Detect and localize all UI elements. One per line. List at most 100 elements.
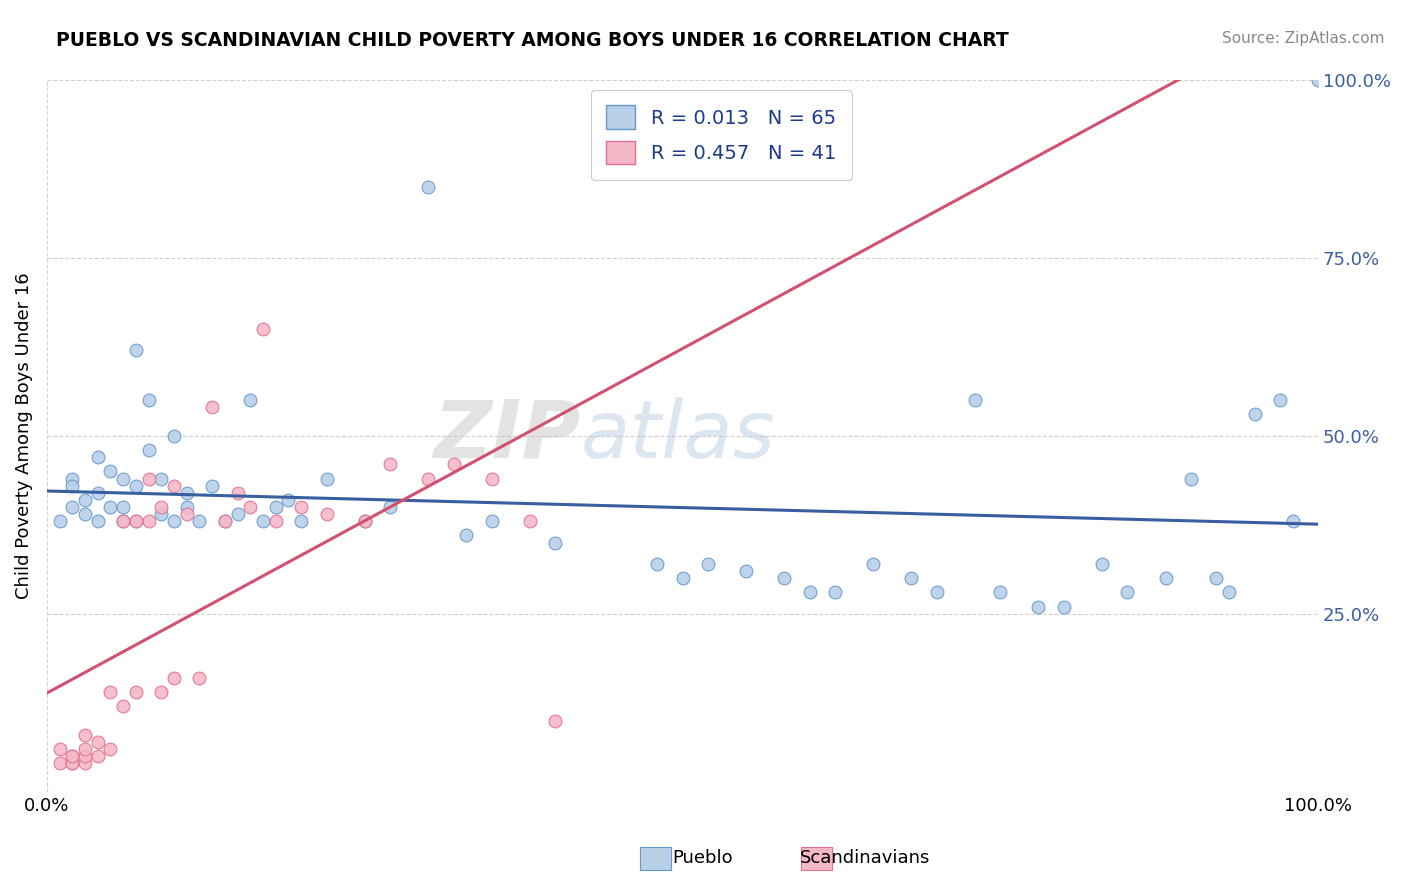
Point xyxy=(645,557,668,571)
Text: PUEBLO VS SCANDINAVIAN CHILD POVERTY AMONG BOYS UNDER 16 CORRELATION CHART: PUEBLO VS SCANDINAVIAN CHILD POVERTY AMO… xyxy=(56,31,1010,50)
Point xyxy=(150,500,173,514)
Point xyxy=(1268,393,1291,408)
Point xyxy=(226,507,249,521)
Point xyxy=(138,443,160,458)
Point xyxy=(1091,557,1114,571)
Point xyxy=(925,585,948,599)
Point xyxy=(100,465,122,479)
Point xyxy=(150,685,173,699)
Point xyxy=(824,585,846,599)
Point xyxy=(378,458,401,472)
Point xyxy=(112,514,135,528)
Point xyxy=(735,564,758,578)
Point xyxy=(87,514,110,528)
Point xyxy=(988,585,1011,599)
Point xyxy=(100,500,122,514)
Point xyxy=(73,756,96,771)
Point xyxy=(201,401,224,415)
Point xyxy=(1028,599,1050,614)
Point xyxy=(125,514,148,528)
Point xyxy=(112,699,135,714)
Point xyxy=(481,471,503,485)
Point xyxy=(100,685,122,699)
Point xyxy=(125,343,148,358)
Point xyxy=(125,478,148,492)
Point xyxy=(60,756,83,771)
Point xyxy=(1281,514,1303,528)
Point xyxy=(353,514,375,528)
Point xyxy=(73,742,96,756)
Point xyxy=(963,393,986,408)
Point xyxy=(87,749,110,764)
Point xyxy=(138,514,160,528)
Point xyxy=(214,514,236,528)
Point xyxy=(48,756,70,771)
Point xyxy=(1154,571,1177,585)
Point xyxy=(138,393,160,408)
Point xyxy=(900,571,922,585)
Point xyxy=(87,450,110,465)
Point xyxy=(60,749,83,764)
Point xyxy=(100,742,122,756)
Point xyxy=(87,735,110,749)
Point xyxy=(239,500,262,514)
Point xyxy=(1205,571,1227,585)
Point xyxy=(188,514,211,528)
Point xyxy=(315,471,337,485)
Point xyxy=(353,514,375,528)
Point xyxy=(163,514,186,528)
Point xyxy=(226,485,249,500)
Point xyxy=(1308,73,1330,87)
Point xyxy=(163,429,186,443)
Point xyxy=(1243,408,1265,422)
Point xyxy=(112,471,135,485)
Point xyxy=(315,507,337,521)
Point xyxy=(73,728,96,742)
Point xyxy=(671,571,693,585)
Text: ZIP: ZIP xyxy=(433,397,581,475)
Point xyxy=(456,528,478,542)
Text: Source: ZipAtlas.com: Source: ZipAtlas.com xyxy=(1222,31,1385,46)
Point xyxy=(176,500,198,514)
Point xyxy=(60,749,83,764)
Point xyxy=(112,514,135,528)
Point xyxy=(252,514,274,528)
Point xyxy=(862,557,884,571)
Point xyxy=(201,478,224,492)
Point xyxy=(48,514,70,528)
Point xyxy=(60,478,83,492)
Point xyxy=(150,507,173,521)
Point xyxy=(163,478,186,492)
Point xyxy=(773,571,796,585)
Point xyxy=(176,507,198,521)
Point xyxy=(519,514,541,528)
Point xyxy=(277,492,299,507)
Point xyxy=(481,514,503,528)
Point xyxy=(73,749,96,764)
Point xyxy=(290,514,312,528)
Point xyxy=(252,322,274,336)
Point xyxy=(188,671,211,685)
Text: atlas: atlas xyxy=(581,397,776,475)
Point xyxy=(60,756,83,771)
Point xyxy=(163,671,186,685)
Point xyxy=(378,500,401,514)
Point xyxy=(60,471,83,485)
Point xyxy=(544,535,567,549)
Point xyxy=(1218,585,1240,599)
Point xyxy=(799,585,821,599)
Point xyxy=(264,500,287,514)
Point xyxy=(290,500,312,514)
Point xyxy=(264,514,287,528)
Text: Scandinavians: Scandinavians xyxy=(800,849,929,867)
Point xyxy=(697,557,720,571)
Point xyxy=(176,485,198,500)
Point xyxy=(125,514,148,528)
Point xyxy=(73,492,96,507)
Y-axis label: Child Poverty Among Boys Under 16: Child Poverty Among Boys Under 16 xyxy=(15,273,32,599)
Point xyxy=(1116,585,1139,599)
Point xyxy=(239,393,262,408)
Point xyxy=(443,458,465,472)
Point xyxy=(418,179,440,194)
Text: Pueblo: Pueblo xyxy=(672,849,734,867)
